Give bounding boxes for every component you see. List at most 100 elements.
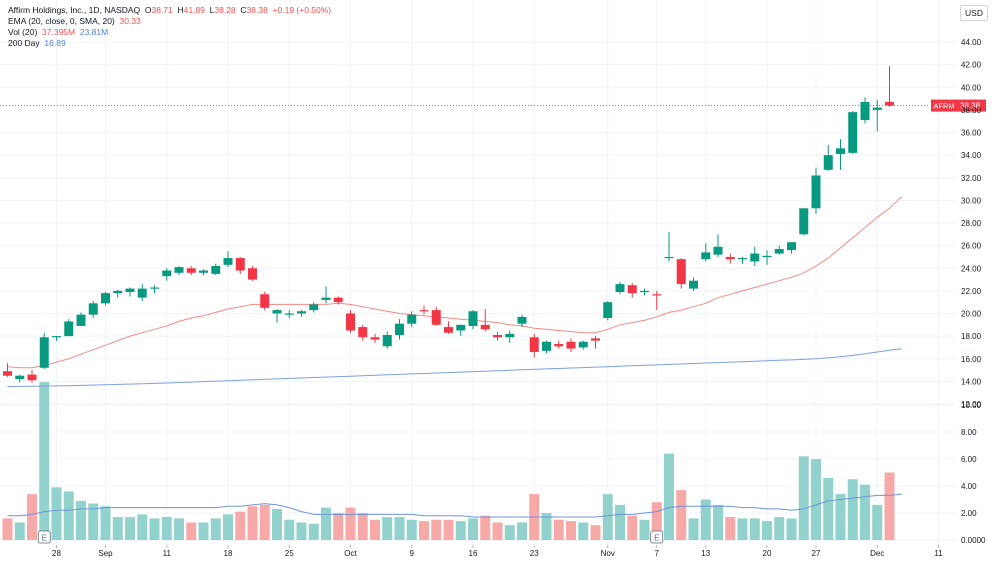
volume-bar bbox=[345, 507, 356, 540]
ma200-series bbox=[7, 348, 902, 387]
candle bbox=[652, 290, 662, 311]
candle bbox=[836, 139, 845, 170]
candle bbox=[603, 301, 613, 321]
last-price-line: AFRM 38.38 bbox=[0, 99, 986, 112]
volume-bar bbox=[235, 511, 246, 540]
volume-bar bbox=[664, 453, 674, 540]
volume-bar bbox=[370, 519, 380, 540]
candle-body bbox=[676, 259, 686, 285]
volume-bar bbox=[860, 484, 870, 540]
time-tick-label: 9 bbox=[410, 549, 415, 558]
candle-body bbox=[346, 313, 355, 331]
earnings-icon bbox=[37, 530, 51, 544]
volume-bar bbox=[308, 523, 319, 540]
volume-ma-line bbox=[7, 493, 902, 518]
volume-bar bbox=[700, 499, 711, 540]
time-tick-label: 16 bbox=[469, 549, 478, 558]
legend-l-label: L bbox=[209, 5, 215, 15]
candle bbox=[321, 286, 331, 304]
candle-body bbox=[701, 252, 711, 260]
candle bbox=[223, 251, 233, 268]
candle-body bbox=[125, 288, 135, 293]
volume-bar bbox=[602, 494, 613, 540]
candle-body bbox=[493, 334, 502, 338]
volume-bar bbox=[823, 477, 834, 540]
candle bbox=[640, 288, 649, 296]
candle bbox=[787, 242, 796, 254]
price-tag-symbol: AFRM bbox=[933, 102, 954, 111]
candle-body bbox=[321, 297, 331, 300]
candle-body bbox=[664, 256, 674, 259]
candle bbox=[676, 258, 686, 289]
candle bbox=[872, 99, 882, 132]
legend-open: 38.71 bbox=[151, 5, 173, 15]
candle-body bbox=[652, 294, 662, 296]
candle-body bbox=[309, 304, 319, 311]
legend-o-label: O bbox=[144, 5, 152, 15]
candle bbox=[382, 331, 392, 349]
currency-button[interactable]: USD bbox=[960, 5, 988, 21]
price-tick-label: 18.00 bbox=[961, 332, 982, 341]
candle bbox=[542, 340, 551, 354]
volume-bar bbox=[541, 513, 552, 540]
price-tick-label: 20.00 bbox=[961, 310, 982, 319]
candle-body bbox=[591, 338, 600, 341]
candle-body bbox=[517, 316, 527, 324]
candle-body bbox=[223, 258, 233, 265]
candle-body bbox=[211, 265, 221, 274]
candle-body bbox=[370, 337, 380, 340]
candle-body bbox=[799, 208, 809, 235]
volume-bar bbox=[590, 525, 601, 540]
volume-bar bbox=[762, 521, 772, 540]
volume-bars bbox=[2, 382, 895, 540]
volume-bar bbox=[247, 506, 258, 540]
price-tick-label: 14.00 bbox=[961, 377, 982, 386]
volume-bar bbox=[578, 522, 589, 540]
candle-body bbox=[823, 155, 833, 170]
volume-bar bbox=[2, 518, 13, 540]
candle-body bbox=[297, 311, 306, 314]
candle bbox=[799, 208, 809, 236]
ma200-line bbox=[7, 348, 902, 387]
candle bbox=[811, 167, 821, 214]
candle-body bbox=[689, 280, 698, 289]
candle bbox=[517, 314, 527, 328]
price-tag-symbol-box bbox=[931, 99, 957, 112]
volume-bar bbox=[161, 517, 172, 540]
legend-high: 41.89 bbox=[183, 5, 205, 15]
candle bbox=[395, 319, 404, 340]
time-tick-label: Sep bbox=[98, 549, 113, 558]
candle bbox=[284, 310, 294, 319]
candle-body bbox=[174, 267, 184, 273]
candles bbox=[3, 65, 894, 383]
volume-bar bbox=[284, 519, 295, 540]
vol-value: 37.395M bbox=[42, 27, 76, 37]
volume-tick-label: 2.00 bbox=[961, 509, 977, 518]
volume-bar bbox=[198, 522, 209, 540]
price-tick-label: 26.00 bbox=[961, 242, 982, 251]
time-tick-label: 28 bbox=[52, 549, 61, 558]
time-tick-label: 25 bbox=[285, 549, 294, 558]
candle bbox=[248, 265, 257, 281]
price-tick-label: 38.00 bbox=[961, 106, 982, 115]
volume-bar bbox=[786, 518, 797, 540]
candle-body bbox=[88, 303, 98, 315]
volume-tick-label: 6.00 bbox=[961, 455, 977, 464]
candle-body bbox=[505, 333, 515, 338]
time-tick-label: 7 bbox=[655, 549, 660, 558]
volume-bar bbox=[492, 522, 503, 540]
candle-body bbox=[468, 311, 478, 326]
price-tick-label: 16.00 bbox=[961, 355, 982, 364]
candle bbox=[52, 336, 61, 341]
price-tick-label: 12.00 bbox=[961, 400, 982, 409]
candle-body bbox=[76, 314, 86, 326]
price-axis: 44.00 42.00 40.00 38.00 36.00 34.00 32.00 30.00… bbox=[961, 38, 986, 545]
legend-row-ma200: 200 Day 16.89 bbox=[8, 38, 331, 49]
candle-body bbox=[885, 101, 894, 106]
candle bbox=[554, 340, 564, 349]
volume-bar bbox=[847, 479, 858, 540]
candle bbox=[27, 370, 37, 383]
candle-body bbox=[542, 341, 551, 351]
